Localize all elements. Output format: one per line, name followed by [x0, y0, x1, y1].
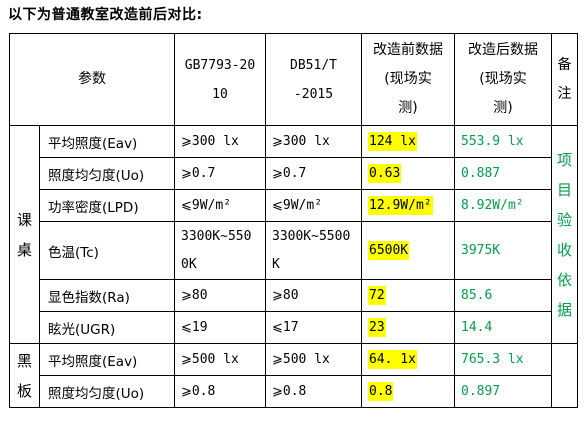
- note-char: 依: [556, 270, 572, 289]
- param-name: 眩光(UGR): [39, 311, 175, 344]
- std-gb-value: ⩽9W/m²: [174, 189, 266, 222]
- header-before-line3: 测): [398, 100, 418, 116]
- after-value: 553.9 lx: [454, 125, 552, 158]
- before-value: 64. 1x: [361, 343, 455, 376]
- before-highlight: 0.8: [368, 382, 394, 401]
- std-db-line1: 3300K~5500: [272, 228, 351, 244]
- note-char: 收: [556, 240, 572, 259]
- table-row: 功率密度(LPD) ⩽9W/m² ⩽9W/m² 12.9W/m² 8.92W/m…: [10, 189, 578, 222]
- std-gb-value: ⩾80: [174, 279, 266, 312]
- before-highlight: 124 lx: [368, 132, 417, 151]
- group-board-line2: 板: [16, 381, 32, 400]
- group-desk: 课 桌: [9, 125, 40, 344]
- before-value: 6500K: [361, 221, 455, 280]
- note-cell-board: [551, 343, 578, 408]
- before-value: 12.9W/m²: [361, 189, 455, 222]
- after-value: 8.92W/m²: [454, 189, 552, 222]
- note-char: 验: [556, 210, 572, 229]
- before-value: 0.63: [361, 157, 455, 190]
- before-highlight: 0.63: [368, 164, 402, 183]
- table-row: 黑 板 平均照度(Eav) ⩾500 lx ⩾500 lx 64. 1x 765…: [9, 343, 578, 408]
- param-name: 色温(Tc): [39, 221, 175, 280]
- std-gb-value: 3300K~550 0K: [174, 221, 266, 280]
- param-name: 照度均匀度(Uo): [39, 375, 175, 408]
- before-highlight: 6500K: [368, 241, 410, 260]
- after-value: 3975K: [454, 221, 552, 280]
- header-std-db-line2: -2015: [293, 86, 334, 102]
- page-title: 以下为普通教室改造前后对比:: [8, 7, 203, 23]
- header-std-gb: GB7793-20 10: [174, 33, 266, 126]
- after-value: 765.3 lx: [454, 343, 552, 376]
- before-highlight: 23: [368, 318, 386, 337]
- std-db-value: ⩽17: [265, 311, 362, 344]
- header-after-line3: 测): [493, 100, 513, 116]
- after-value: 85.6: [454, 279, 552, 312]
- header-std-gb-line1: GB7793-20: [184, 57, 256, 73]
- std-gb-value: ⩾0.7: [174, 157, 266, 190]
- std-db-line2: K: [272, 256, 280, 272]
- after-value: 0.887: [454, 157, 552, 190]
- header-param: 参数: [9, 33, 175, 126]
- std-gb-line2: 0K: [181, 256, 197, 272]
- header-before: 改造前数据 (现场实 测): [361, 33, 455, 126]
- before-value: 23: [361, 311, 455, 344]
- param-name: 平均照度(Eav): [39, 343, 175, 376]
- param-name: 功率密度(LPD): [39, 189, 175, 222]
- std-gb-value: ⩾300 lx: [174, 125, 266, 158]
- std-gb-value: ⩾500 lx: [174, 343, 266, 376]
- note-char: 据: [556, 300, 572, 319]
- header-after: 改造后数据 (现场实 测): [454, 33, 552, 126]
- after-value: 14.4: [454, 311, 552, 344]
- before-highlight: 64. 1x: [368, 350, 417, 369]
- group-board-line1: 黑: [16, 351, 32, 370]
- note-char: 目: [556, 180, 572, 199]
- header-std-gb-line2: 10: [212, 86, 228, 102]
- header-note: 备 注: [551, 33, 578, 126]
- table-row: 照度均匀度(Uo) ⩾0.8 ⩾0.8 0.8 0.897: [10, 375, 578, 408]
- std-db-value: ⩾80: [265, 279, 362, 312]
- before-value: 72: [361, 279, 455, 312]
- table-row: 色温(Tc) 3300K~550 0K 3300K~5500 K 6500K 3…: [10, 221, 578, 280]
- header-before-line1: 改造前数据: [373, 42, 443, 58]
- param-name: 照度均匀度(Uo): [39, 157, 175, 190]
- std-db-value: ⩾500 lx: [265, 343, 362, 376]
- std-gb-value: ⩾0.8: [174, 375, 266, 408]
- before-highlight: 72: [368, 286, 386, 305]
- group-board: 黑 板: [9, 343, 40, 408]
- header-after-line2: (现场实: [479, 71, 527, 87]
- before-value: 0.8: [361, 375, 455, 408]
- std-db-value: ⩾0.7: [265, 157, 362, 190]
- std-db-value: ⩾300 lx: [265, 125, 362, 158]
- before-value: 124 lx: [361, 125, 455, 158]
- table-row: 照度均匀度(Uo) ⩾0.7 ⩾0.7 0.63 0.887: [10, 157, 578, 190]
- header-after-line1: 改造后数据: [468, 42, 538, 58]
- comparison-table: 参数 GB7793-20 10 DB51/T -2015 改造前数据 (现场实 …: [9, 33, 578, 408]
- param-name: 平均照度(Eav): [39, 125, 175, 158]
- table-row: 显色指数(Ra) ⩾80 ⩾80 72 85.6: [10, 279, 578, 312]
- table-header-row: 参数 GB7793-20 10 DB51/T -2015 改造前数据 (现场实 …: [9, 33, 578, 126]
- group-desk-line2: 桌: [16, 240, 32, 259]
- param-name: 显色指数(Ra): [39, 279, 175, 312]
- std-db-value: 3300K~5500 K: [265, 221, 362, 280]
- before-highlight: 12.9W/m²: [368, 196, 433, 215]
- std-db-value: ⩽9W/m²: [265, 189, 362, 222]
- note-cell: 项 目 验 收 依 据: [551, 125, 578, 344]
- std-gb-value: ⩽19: [174, 311, 266, 344]
- group-desk-line1: 课: [16, 210, 32, 229]
- std-gb-line1: 3300K~550: [181, 228, 252, 244]
- header-std-db: DB51/T -2015: [265, 33, 362, 126]
- header-std-db-line1: DB51/T: [290, 57, 337, 73]
- header-before-line2: (现场实: [384, 71, 432, 87]
- note-char: 项: [556, 150, 572, 169]
- header-note-line2: 注: [557, 85, 572, 102]
- header-note-line1: 备: [557, 56, 572, 73]
- table-row: 眩光(UGR) ⩽19 ⩽17 23 14.4: [10, 311, 578, 344]
- after-value: 0.897: [454, 375, 552, 408]
- table-row: 课 桌 平均照度(Eav) ⩾300 lx ⩾300 lx 124 lx 553…: [9, 125, 578, 344]
- std-db-value: ⩾0.8: [265, 375, 362, 408]
